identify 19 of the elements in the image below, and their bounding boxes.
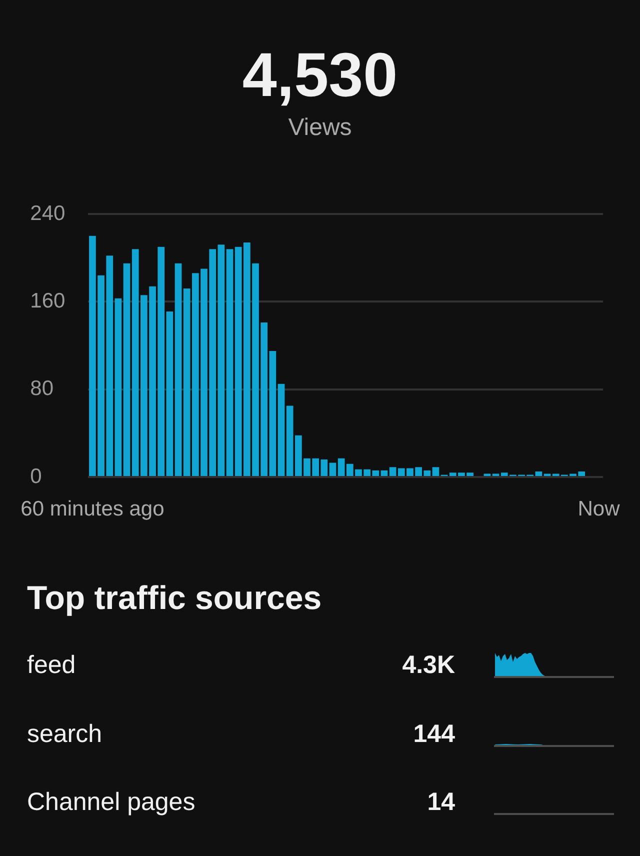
y-tick-label: 80 [30,377,54,400]
bar [226,249,234,476]
x-tick-label: Now [578,497,621,520]
chart-subtitle: Views [287,114,353,142]
bar [389,467,396,476]
bar [380,470,388,476]
bar [432,467,440,476]
y-tick-label: 240 [30,202,66,225]
bar [123,263,130,476]
x-tick-label: 60 minutes ago [20,497,164,520]
bar [278,384,285,476]
y-tick-label: 160 [30,289,66,312]
bar [166,312,174,476]
y-tick-label: 0 [30,464,42,488]
bar [535,472,542,476]
chart-title: 4,530 [241,41,399,110]
bar [174,263,182,476]
bar [329,462,336,476]
bar [114,298,122,476]
